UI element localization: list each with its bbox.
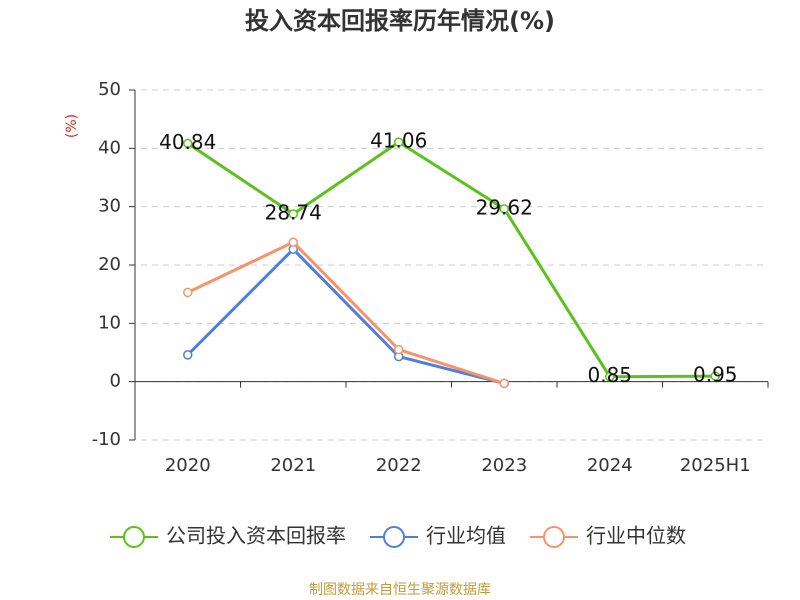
legend-label: 行业中位数: [586, 524, 686, 548]
x-tick-label: 2025H1: [680, 455, 751, 476]
data-label: 0.85: [587, 363, 632, 387]
data-label: 29.62: [476, 195, 533, 219]
data-point: [183, 138, 193, 149]
series-line: [187, 240, 505, 385]
data-point: [288, 209, 298, 219]
data-point: [605, 371, 615, 382]
series-line: [186, 247, 505, 385]
y-tick-label: 30: [98, 196, 121, 217]
legend-marker: [123, 526, 145, 548]
data-point: [394, 344, 404, 355]
data-point: [499, 378, 509, 389]
data-label: 41.06: [370, 129, 427, 153]
source-note: 制图数据来自恒生聚源数据库: [309, 582, 491, 598]
data-point: [394, 137, 404, 147]
x-tick-label: 2022: [376, 455, 422, 476]
y-tick-label: 40: [98, 137, 121, 158]
data-label: 28.74: [265, 201, 322, 225]
x-tick-label: 2020: [165, 455, 211, 476]
y-tick-label: -10: [92, 429, 121, 450]
chart-title: 投入资本回报率历年情况(%): [245, 7, 555, 35]
y-tick-label: 0: [110, 371, 121, 392]
data-label: 0.95: [693, 363, 738, 387]
y-axis-label: (%): [64, 114, 80, 138]
y-tick-label: 10: [98, 312, 121, 333]
legend-marker: [543, 526, 565, 548]
data-point: [499, 204, 509, 214]
data-point: [183, 287, 193, 298]
data-point: [183, 350, 193, 360]
series-line: [186, 140, 716, 379]
data-label: 40.84: [159, 130, 216, 154]
data-point: [710, 371, 720, 381]
legend-label: 行业均值: [426, 524, 506, 548]
x-tick-label: 2021: [270, 455, 316, 476]
x-tick-label: 2023: [481, 455, 527, 476]
y-tick-label: 20: [98, 254, 121, 275]
legend-marker: [383, 526, 405, 548]
x-tick-label: 2024: [587, 455, 633, 476]
data-point: [288, 237, 298, 247]
legend-label: 公司投入资本回报率: [166, 524, 346, 548]
y-tick-label: 50: [98, 79, 121, 100]
